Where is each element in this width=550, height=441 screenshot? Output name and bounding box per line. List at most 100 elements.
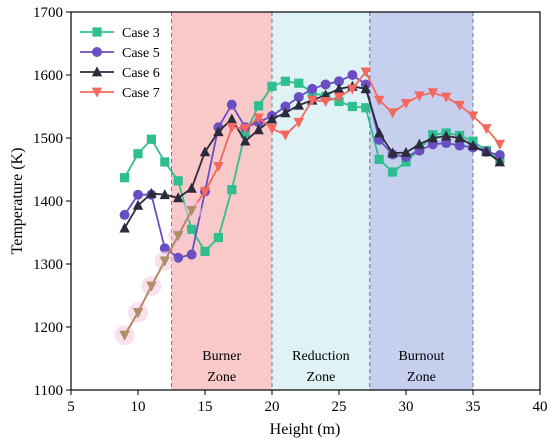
legend-marker — [92, 47, 102, 57]
legend: Case 3 Case 5 Case 6 Case 7 — [80, 26, 160, 101]
zone-band — [369, 12, 473, 390]
legend-label: Case 6 — [122, 66, 160, 81]
data-point — [427, 132, 438, 143]
data-point — [132, 199, 144, 210]
zone-label-line2: Zone — [407, 370, 436, 385]
data-point — [173, 252, 184, 263]
overlay-point — [146, 281, 157, 292]
zone-label-line1: Burner — [202, 349, 241, 364]
data-point — [374, 154, 384, 165]
data-point — [254, 101, 264, 111]
data-point — [213, 232, 223, 243]
y-tick-label: 1300 — [33, 257, 63, 273]
data-point — [400, 146, 412, 157]
overlay-point — [119, 330, 130, 341]
data-point — [467, 111, 479, 122]
data-point — [293, 92, 304, 103]
x-tick-label: 30 — [399, 399, 414, 415]
data-point — [133, 149, 143, 159]
data-point — [173, 176, 183, 186]
overlay-point — [159, 256, 170, 267]
zone-label-line2: Zone — [307, 370, 336, 385]
data-point — [280, 101, 291, 112]
overlay-point — [186, 206, 197, 217]
zones-layer: Burner Zone Reduction Zone Burnout Zone — [171, 12, 474, 390]
legend-marker — [91, 87, 103, 98]
y-tick-label: 1700 — [33, 5, 63, 21]
data-point — [414, 138, 425, 149]
data-point — [334, 76, 344, 87]
data-point — [146, 134, 156, 144]
data-point — [347, 101, 357, 112]
y-tick-label: 1500 — [33, 131, 63, 147]
data-point — [133, 189, 143, 200]
data-point — [119, 222, 130, 233]
legend-item: Case 5 — [80, 46, 160, 61]
data-point — [120, 173, 130, 183]
data-point — [226, 122, 237, 133]
data-point — [146, 187, 157, 198]
zone-label-line1: Burnout — [398, 349, 444, 364]
data-point — [388, 167, 398, 177]
data-point — [119, 209, 130, 220]
data-point — [360, 83, 371, 94]
data-point — [441, 138, 452, 149]
legend-marker — [91, 66, 103, 77]
data-point — [199, 187, 211, 198]
data-point — [294, 78, 304, 88]
legend-item: Case 7 — [80, 86, 160, 101]
data-point — [494, 139, 505, 150]
data-point — [347, 70, 358, 80]
data-point — [226, 99, 237, 110]
x-tick-label: 40 — [533, 399, 548, 415]
data-point — [266, 124, 278, 135]
zone-label-line2: Zone — [207, 370, 236, 385]
data-point — [293, 99, 304, 110]
zone-band — [272, 12, 370, 390]
legend-label: Case 7 — [122, 86, 160, 101]
data-point — [186, 182, 197, 193]
data-point — [227, 185, 237, 195]
zone-label-line1: Reduction — [292, 349, 350, 364]
data-point — [454, 140, 465, 151]
data-point — [494, 156, 505, 167]
data-point — [374, 127, 385, 138]
data-point — [481, 146, 492, 157]
series-group — [119, 70, 505, 263]
data-point — [293, 117, 304, 128]
x-tick-label: 15 — [198, 399, 213, 415]
zone-band — [171, 12, 272, 390]
data-point — [494, 150, 505, 161]
data-point — [347, 84, 358, 95]
data-point — [173, 192, 184, 203]
data-point — [253, 124, 264, 135]
data-point — [481, 124, 492, 135]
overlay-point — [173, 231, 184, 242]
data-point — [280, 76, 290, 86]
data-point — [266, 113, 278, 124]
y-axis-title: Temperature (K) — [9, 148, 26, 255]
data-point — [307, 95, 318, 106]
overlay-point — [132, 308, 144, 319]
axes-layer: 5 10 15 20 25 30 35 40 1100 1200 1300 1400 1500 1600 1… — [33, 5, 548, 415]
data-point — [400, 98, 412, 109]
data-point — [213, 161, 224, 172]
data-point — [454, 100, 465, 111]
data-point — [361, 103, 371, 113]
data-point — [159, 243, 170, 254]
data-point — [467, 139, 479, 150]
x-tick-label: 5 — [67, 399, 75, 415]
data-point — [200, 246, 210, 256]
data-point — [199, 146, 211, 157]
data-point — [454, 132, 465, 143]
data-point — [387, 147, 398, 158]
data-point — [187, 224, 197, 234]
x-tick-label: 20 — [265, 399, 280, 415]
series-layer — [114, 67, 505, 346]
y-tick-label: 1400 — [33, 194, 63, 210]
data-point — [186, 249, 197, 260]
overlay-group — [114, 200, 202, 346]
data-point — [267, 81, 277, 91]
